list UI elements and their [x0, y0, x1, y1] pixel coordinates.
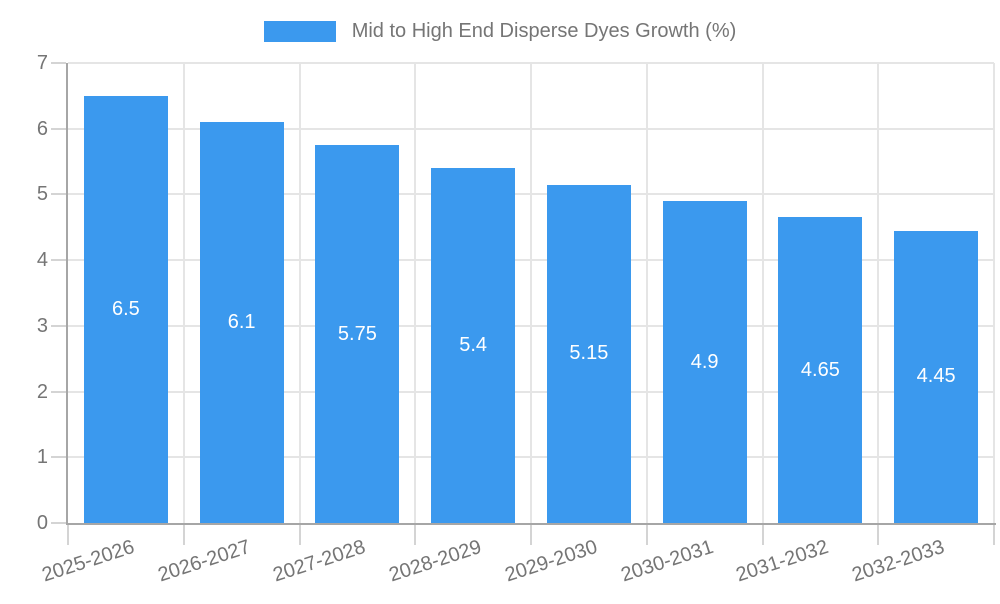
- y-tick-label: 3: [36, 314, 48, 337]
- bar-value-label: 4.65: [800, 358, 840, 381]
- bar[interactable]: 5.4: [431, 168, 516, 523]
- bar-value-label: 4.45: [916, 365, 956, 388]
- bar[interactable]: 6.5: [83, 95, 168, 523]
- x-axis-tick: [761, 525, 764, 545]
- x-axis-tick: [298, 525, 301, 545]
- y-axis-tick: [51, 259, 66, 262]
- y-axis-tick: [51, 193, 66, 196]
- x-axis-tick: [877, 525, 880, 545]
- v-gridline: [761, 63, 764, 523]
- x-axis-tick: [414, 525, 417, 545]
- bar[interactable]: 5.75: [315, 145, 400, 523]
- legend-swatch: [263, 20, 336, 42]
- y-axis-line: [66, 63, 68, 525]
- x-axis-line: [66, 523, 996, 525]
- bar-value-label: 6.5: [111, 297, 140, 320]
- y-tick-label: 4: [36, 249, 48, 272]
- y-axis-tick: [51, 522, 66, 524]
- v-gridline: [182, 63, 185, 523]
- x-axis-tick: [67, 525, 69, 545]
- bar[interactable]: 4.9: [662, 201, 747, 523]
- bar[interactable]: 4.65: [778, 217, 863, 523]
- y-tick-label: 6: [36, 117, 48, 140]
- legend-item[interactable]: Mid to High End Disperse Dyes Growth (%): [263, 20, 737, 42]
- legend: Mid to High End Disperse Dyes Growth (%): [0, 20, 1000, 42]
- v-gridline: [877, 63, 880, 523]
- v-gridline: [298, 63, 301, 523]
- x-axis-tick: [182, 525, 185, 545]
- y-axis-tick: [51, 62, 66, 64]
- v-gridline: [645, 63, 648, 523]
- y-axis-tick: [51, 456, 66, 459]
- y-axis-tick: [51, 390, 66, 393]
- bar[interactable]: 5.15: [546, 184, 631, 523]
- bar[interactable]: 6.1: [199, 122, 284, 523]
- v-gridline: [414, 63, 417, 523]
- y-tick-label: 7: [36, 52, 48, 74]
- bar[interactable]: 4.45: [894, 230, 979, 523]
- y-tick-label: 2: [36, 380, 48, 403]
- bar-value-label: 5.4: [459, 334, 488, 357]
- bar-value-label: 5.75: [337, 322, 377, 345]
- x-axis-tick: [530, 525, 532, 545]
- y-axis-tick: [51, 324, 66, 327]
- y-tick-label: 1: [36, 446, 48, 469]
- v-gridline: [530, 63, 532, 523]
- y-tick-label: 0: [36, 512, 48, 534]
- x-axis-tick: [645, 525, 648, 545]
- y-axis-tick: [51, 127, 66, 130]
- bar-value-label: 5.15: [569, 342, 609, 365]
- bar-value-label: 4.9: [690, 350, 719, 373]
- y-tick-label: 5: [36, 183, 48, 206]
- legend-label: Mid to High End Disperse Dyes Growth (%): [351, 20, 737, 42]
- plot-area: 0 1 2 3 4 5 6 7 2025-2026 6.5 2026-2027 6.1 2027-202…: [37, 52, 996, 586]
- bar-value-label: 6.1: [227, 311, 256, 334]
- v-gridline: [993, 63, 995, 523]
- x-axis-tick: [993, 525, 995, 545]
